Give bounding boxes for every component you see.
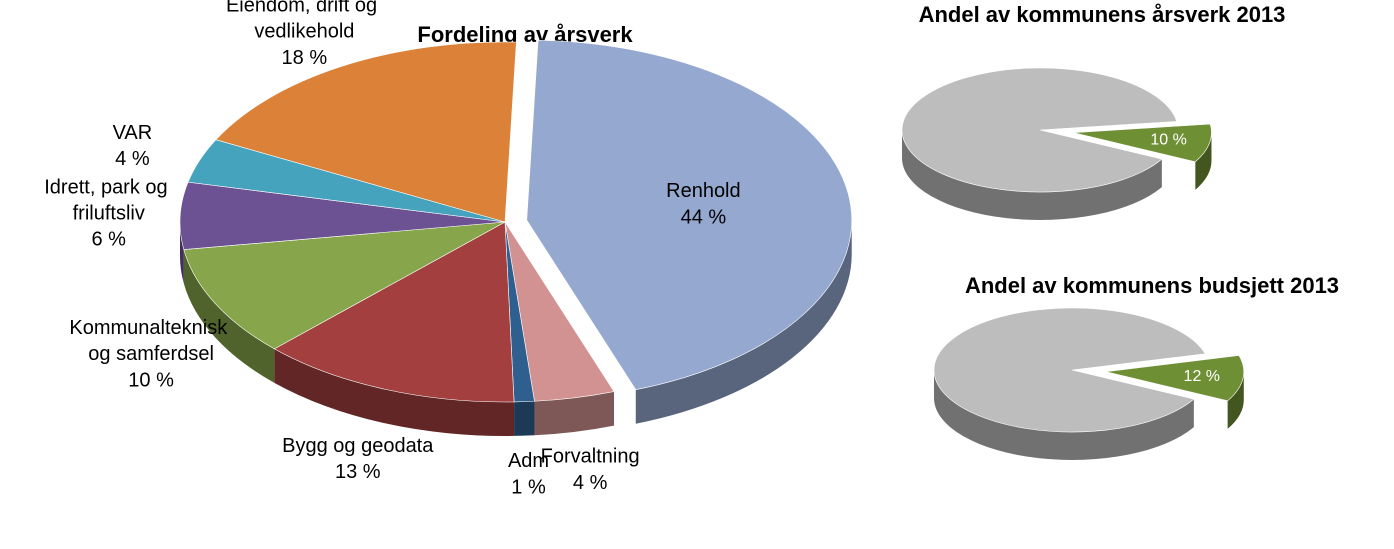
slice-label-line: Adm (508, 450, 549, 472)
value-label: 1 % (511, 476, 546, 498)
pie-slice (933, 307, 1206, 433)
value-label: 12 % (1184, 368, 1220, 385)
value-label: 44 % (681, 206, 727, 228)
slice-label-line: Eiendom, drift og (226, 0, 383, 17)
slice-label: Adm (508, 450, 549, 472)
value-label: 18 % (282, 47, 328, 69)
slice-side (902, 130, 1162, 221)
slice-side (635, 220, 852, 424)
value-label: 4 % (573, 472, 608, 494)
slice-side (1195, 132, 1212, 190)
pie-slice (179, 181, 506, 250)
pie-slice (526, 39, 853, 391)
chart-title: Fordeling av årsverk (417, 22, 633, 47)
slice-label: Bygg og geodata (282, 435, 434, 457)
value-label: 4 % (115, 148, 150, 170)
pie-slice (1073, 123, 1212, 163)
slice-label: Eiendom, drift og vedlikehold (226, 0, 383, 43)
slice-label: Kommunalteknisk og samferdsel (69, 317, 232, 365)
slice-label-line: vedlikehold (254, 21, 354, 43)
pie-slice (901, 67, 1178, 193)
value-label: 10 % (128, 369, 174, 391)
slice-label-line: VAR (113, 122, 153, 144)
slice-side (534, 391, 615, 436)
slice-side (934, 370, 1194, 461)
value-label: 10 % (1150, 131, 1186, 148)
pie-slice (273, 221, 515, 403)
chart-title: Andel av kommunens årsverk 2013 (919, 2, 1286, 27)
slice-side (1227, 371, 1244, 429)
pie-slice (215, 41, 517, 223)
pie-slice (1105, 355, 1245, 402)
slice-label-line: friluftsliv (73, 203, 145, 225)
slice-label: VAR (113, 122, 153, 144)
slice-label: Forvaltning (541, 446, 640, 468)
pie-slice (183, 221, 506, 350)
slice-side (183, 249, 275, 383)
slice-side (514, 401, 535, 436)
slice-side (274, 348, 515, 436)
slice-label-line: Idrett, park og (44, 177, 173, 199)
slice-label-line: og samferdsel (88, 343, 214, 365)
value-label: 13 % (335, 461, 381, 483)
chart-title: Andel av kommunens budsjett 2013 (965, 273, 1339, 298)
slice-label: Renhold (666, 180, 741, 202)
slice-label-line: Renhold (666, 180, 741, 202)
slice-label-line: Bygg og geodata (282, 435, 434, 457)
slice-label-line: Kommunalteknisk (69, 317, 232, 339)
slice-label: Idrett, park og friluftsliv (44, 177, 173, 225)
value-label: 6 % (92, 229, 127, 251)
slice-label-line: Forvaltning (541, 446, 640, 468)
